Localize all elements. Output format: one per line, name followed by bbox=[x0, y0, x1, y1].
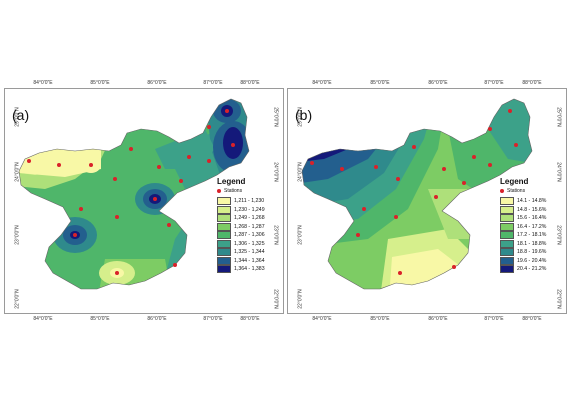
legend-swatch bbox=[500, 214, 514, 223]
legend-swatch bbox=[500, 248, 514, 257]
panel-label: (b) bbox=[295, 107, 313, 123]
legend-swatch bbox=[217, 265, 231, 274]
legend-row: 1,230 - 1,249 bbox=[217, 205, 265, 215]
top-tick: 84°0'0"E bbox=[312, 80, 332, 86]
station-dot-icon bbox=[500, 189, 504, 193]
top-tick: 85°0'0"E bbox=[370, 80, 390, 86]
bottom-tick: 86°0'0"E bbox=[147, 316, 167, 322]
legend-row: 14.8 - 15.6% bbox=[500, 205, 546, 215]
bottom-tick: 85°0'0"E bbox=[90, 316, 110, 322]
legend-stations: Stations bbox=[500, 188, 546, 194]
legend-swatch bbox=[217, 239, 231, 248]
panel-label: (a) bbox=[12, 107, 30, 123]
top-tick: 87°0'0"E bbox=[203, 80, 223, 86]
bottom-tick: 87°0'0"E bbox=[484, 316, 504, 322]
legend-row: 18.1 - 18.8% bbox=[500, 239, 546, 249]
top-tick: 87°0'0"E bbox=[484, 80, 504, 86]
top-tick: 85°0'0"E bbox=[90, 80, 110, 86]
legend-title: Legend bbox=[217, 177, 246, 186]
map-panel-b: 84°0'0"E 85°0'0"E 86°0'0"E 87°0'0"E 88°0… bbox=[287, 80, 567, 322]
legend-row: 20.4 - 21.2% bbox=[500, 265, 546, 274]
station-dot-icon bbox=[217, 189, 221, 193]
legend-swatch bbox=[217, 256, 231, 265]
legend-row: 1,364 - 1,383 bbox=[217, 265, 265, 274]
legend-row: 1,344 - 1,364 bbox=[217, 256, 265, 266]
bottom-tick: 85°0'0"E bbox=[370, 316, 390, 322]
legend-row: 17.2 - 18.1% bbox=[500, 231, 546, 240]
legend-swatch bbox=[217, 222, 231, 231]
legend-row: 1,325 - 1,344 bbox=[217, 248, 265, 257]
legend-swatch bbox=[500, 197, 514, 206]
station-markers bbox=[310, 109, 518, 275]
bottom-tick: 88°0'0"E bbox=[522, 316, 542, 322]
legend-swatch bbox=[217, 214, 231, 223]
bottom-tick: 88°0'0"E bbox=[240, 316, 260, 322]
top-tick: 86°0'0"E bbox=[147, 80, 167, 86]
legend-row: 15.6 - 16.4% bbox=[500, 214, 546, 223]
station-markers bbox=[27, 109, 235, 275]
top-tick: 84°0'0"E bbox=[33, 80, 53, 86]
legend-swatch bbox=[217, 231, 231, 240]
legend-row: 1,287 - 1,306 bbox=[217, 231, 265, 240]
legend-row: 14.1 - 14.8% bbox=[500, 197, 546, 206]
map-panel-a: 84°0'0"E 85°0'0"E 86°0'0"E 87°0'0"E 88°0… bbox=[4, 80, 284, 322]
legend-row: 18.8 - 19.6% bbox=[500, 248, 546, 257]
legend-row: 1,268 - 1,287 bbox=[217, 222, 265, 232]
top-tick: 86°0'0"E bbox=[428, 80, 448, 86]
legend-row: 1,211 - 1,230 bbox=[217, 197, 265, 206]
legend-swatch bbox=[217, 205, 231, 214]
legend: Legend Stations 14.1 - 14.8% 14.8 - 15.6… bbox=[500, 177, 546, 274]
top-tick: 88°0'0"E bbox=[240, 80, 260, 86]
bottom-tick: 84°0'0"E bbox=[33, 316, 53, 322]
bottom-tick: 84°0'0"E bbox=[312, 316, 332, 322]
rainfall-map-a bbox=[18, 98, 250, 290]
legend: Legend Stations 1,211 - 1,230 1,230 - 1,… bbox=[217, 177, 265, 274]
legend-swatch bbox=[500, 256, 514, 265]
legend-swatch bbox=[500, 265, 514, 274]
bottom-tick: 86°0'0"E bbox=[428, 316, 448, 322]
bottom-tick: 87°0'0"E bbox=[203, 316, 223, 322]
legend-stations: Stations bbox=[217, 188, 265, 194]
rainfall-map-b bbox=[301, 98, 533, 290]
legend-swatch bbox=[500, 239, 514, 248]
legend-title: Legend bbox=[500, 177, 529, 186]
legend-swatch bbox=[217, 197, 231, 206]
legend-swatch bbox=[217, 248, 231, 257]
legend-row: 19.6 - 20.4% bbox=[500, 256, 546, 266]
legend-swatch bbox=[500, 222, 514, 231]
legend-swatch bbox=[500, 205, 514, 214]
legend-row: 16.4 - 17.2% bbox=[500, 222, 546, 232]
legend-swatch bbox=[500, 231, 514, 240]
legend-row: 1,249 - 1,268 bbox=[217, 214, 265, 223]
legend-row: 1,306 - 1,325 bbox=[217, 239, 265, 249]
top-tick: 88°0'0"E bbox=[522, 80, 542, 86]
